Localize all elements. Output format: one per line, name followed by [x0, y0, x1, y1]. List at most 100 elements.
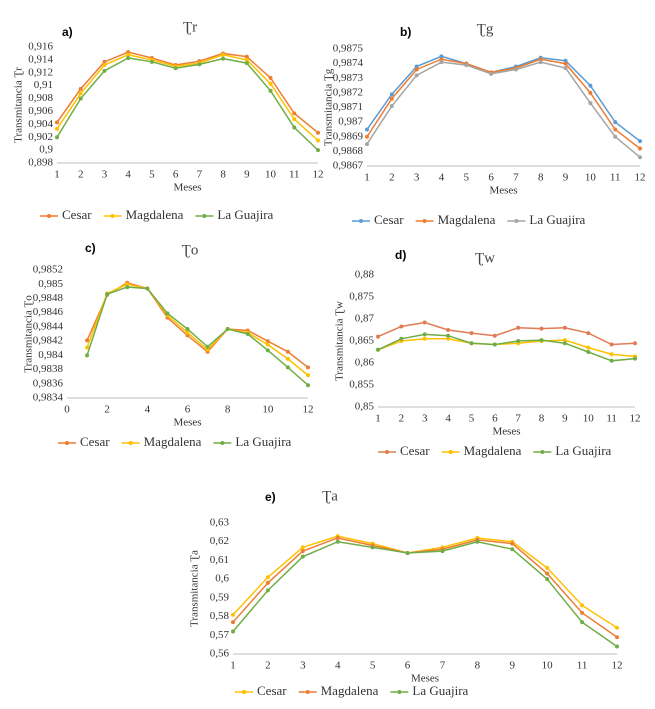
data-point [265, 348, 270, 353]
x-tick-label: 4 [335, 660, 341, 672]
x-tick-label: 1 [54, 169, 60, 181]
x-tick-label: 6 [185, 404, 191, 416]
x-tick-label: 11 [289, 169, 300, 181]
data-point [562, 341, 567, 346]
data-point [489, 71, 494, 76]
y-tick-label: 0,91 [34, 79, 53, 91]
data-point [292, 125, 297, 130]
y-tick-label: 0,9842 [33, 335, 63, 347]
x-tick-label: 1 [230, 660, 236, 672]
legend-marker [65, 441, 69, 445]
data-point [245, 332, 250, 336]
data-point [405, 550, 410, 555]
y-tick-label: 0,85 [355, 401, 375, 413]
legend-marker [128, 441, 133, 445]
y-tick-label: 0,914 [28, 53, 53, 65]
y-axis-label: Transmitancia Ʈo [23, 295, 35, 373]
series-line [366, 58, 641, 150]
legend-marker [540, 450, 545, 454]
data-point [389, 92, 394, 97]
x-tick-label: 12 [612, 660, 623, 672]
legend-marker [202, 214, 207, 218]
x-tick-label: 1 [375, 413, 381, 425]
series-line [232, 535, 618, 629]
legend-marker [397, 690, 402, 694]
y-tick-label: 0,9852 [33, 264, 63, 276]
data-point [221, 52, 226, 57]
data-point [539, 338, 544, 343]
legend-marker [359, 219, 363, 223]
data-point [469, 331, 474, 336]
x-tick-label: 7 [197, 169, 203, 181]
data-point [205, 344, 210, 349]
data-point [244, 57, 249, 62]
data-point [446, 333, 451, 338]
x-tick-label: 7 [513, 172, 519, 184]
data-point [78, 96, 83, 101]
x-tick-label: 12 [303, 404, 314, 416]
data-point [231, 620, 235, 625]
data-point [422, 336, 427, 341]
legend-label: Cesar [257, 683, 287, 698]
data-point [185, 327, 190, 332]
x-tick-label: 8 [225, 404, 231, 416]
legend-label: Magdalena [464, 443, 522, 458]
x-tick-label: 10 [262, 404, 274, 416]
y-tick-label: 0,9871 [333, 101, 363, 113]
x-tick-label: 3 [300, 660, 306, 672]
x-tick-label: 5 [370, 660, 376, 672]
x-axis-label: Meses [489, 185, 517, 197]
panel-label: a) [62, 25, 73, 39]
data-point [563, 58, 568, 63]
panel-label: d) [395, 248, 406, 262]
data-point [580, 620, 585, 625]
data-point [292, 117, 297, 122]
y-tick-label: 0,9867 [333, 160, 364, 172]
legend-label: La Guajira [217, 207, 273, 222]
data-point [125, 282, 130, 287]
data-point [149, 59, 154, 64]
data-point [588, 101, 593, 106]
y-tick-label: 0,9875 [333, 43, 364, 55]
x-tick-label: 4 [125, 169, 131, 181]
y-tick-label: 0,57 [210, 629, 230, 641]
data-point [55, 135, 59, 140]
x-tick-label: 4 [145, 404, 151, 416]
data-point [464, 63, 469, 68]
x-tick-label: 2 [399, 413, 405, 425]
data-point [475, 539, 480, 544]
x-tick-label: 8 [539, 413, 545, 425]
x-axis-label: Meses [173, 417, 201, 429]
data-point [85, 353, 90, 358]
legend-label: Magdalena [126, 207, 184, 222]
data-point [292, 111, 297, 116]
data-point [609, 352, 614, 357]
data-point [376, 334, 380, 339]
y-tick-label: 0,88 [355, 269, 375, 281]
y-axis-label: Transmitancia Ʈr [13, 67, 25, 143]
y-tick-label: 0,9834 [33, 392, 64, 404]
data-point [268, 88, 273, 93]
data-point [615, 644, 619, 649]
data-point [539, 326, 544, 331]
data-point [513, 67, 518, 72]
x-tick-label: 0 [64, 404, 70, 416]
data-point [265, 588, 270, 593]
data-point [244, 54, 249, 59]
x-tick-label: 4 [439, 172, 445, 184]
data-point [580, 610, 585, 615]
y-tick-label: 0,985 [38, 278, 63, 290]
y-tick-label: 0,9838 [33, 363, 64, 375]
data-point [126, 55, 131, 60]
chart-title: Ʈr [183, 19, 197, 35]
y-tick-label: 0,9836 [33, 377, 64, 389]
y-tick-label: 0,865 [349, 335, 374, 347]
data-point [285, 349, 290, 354]
x-tick-label: 10 [542, 660, 554, 672]
y-tick-label: 0,87 [355, 313, 375, 325]
legend-label: Cesar [374, 212, 404, 227]
y-axis-label: Transmitancia Ʈg [323, 68, 335, 146]
data-point [545, 565, 550, 570]
chart-title: Ʈo [182, 242, 199, 258]
